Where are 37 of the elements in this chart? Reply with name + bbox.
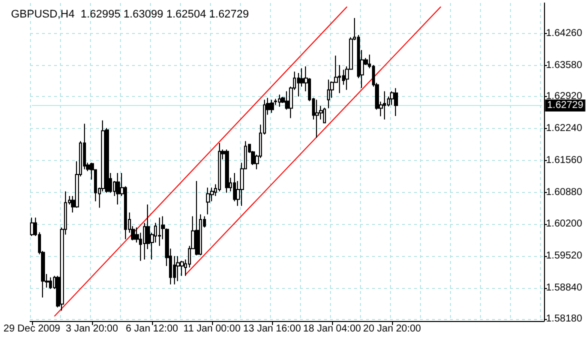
candlestick: [225, 149, 229, 194]
candlestick: [116, 172, 120, 206]
x-tick-label: 20 Jan 20:00: [363, 324, 422, 334]
text: GBPUSD,H4 1.62995 1.63099 1.62504 1.62729: [11, 8, 249, 20]
y-tick-label: 1.62240: [546, 122, 583, 134]
candlestick: [218, 142, 221, 192]
candlestick: [176, 256, 180, 282]
x-tick-label: 18 Jan 04:00: [303, 324, 362, 334]
candlestick: [206, 187, 210, 215]
candlestick: [323, 107, 326, 124]
candlestick: [49, 276, 52, 290]
ref-line-label: 1.62729: [547, 100, 584, 111]
y-tick-label: 1.63580: [546, 60, 583, 71]
y-tick-label: 1.58180: [546, 314, 583, 325]
candlestick: [383, 90, 386, 120]
y-tick-label: 1.59520: [546, 250, 583, 262]
candlestick: [394, 88, 398, 117]
x-tick-label: 6 Jan 12:00: [126, 324, 179, 334]
candlestick: [233, 172, 236, 202]
candlestick: [297, 72, 300, 97]
candlestick: [195, 180, 199, 256]
x-tick-label: 29 Dec 2009: [4, 324, 61, 334]
x-tick-label: 3 Jan 20:00: [66, 324, 118, 334]
candlestick: [158, 217, 161, 246]
y-tick-label: 1.62920: [546, 90, 583, 102]
candlestick: [270, 99, 274, 114]
candlestick: [315, 99, 319, 138]
y-tick-label: 1.58840: [546, 282, 583, 294]
candlestick: [327, 79, 330, 109]
candlestick: [278, 94, 281, 108]
x-tick-label: 13 Jan 16:00: [243, 324, 302, 334]
y-tick-label: 1.60880: [546, 186, 583, 198]
y-tick-label: 1.64260: [546, 28, 583, 40]
x-tick-label: 11 Jan 00:00: [183, 324, 241, 334]
y-tick-label: 1.61560: [546, 154, 583, 166]
y-tick-label: 1.60200: [546, 218, 583, 230]
candlestick: [30, 217, 34, 236]
